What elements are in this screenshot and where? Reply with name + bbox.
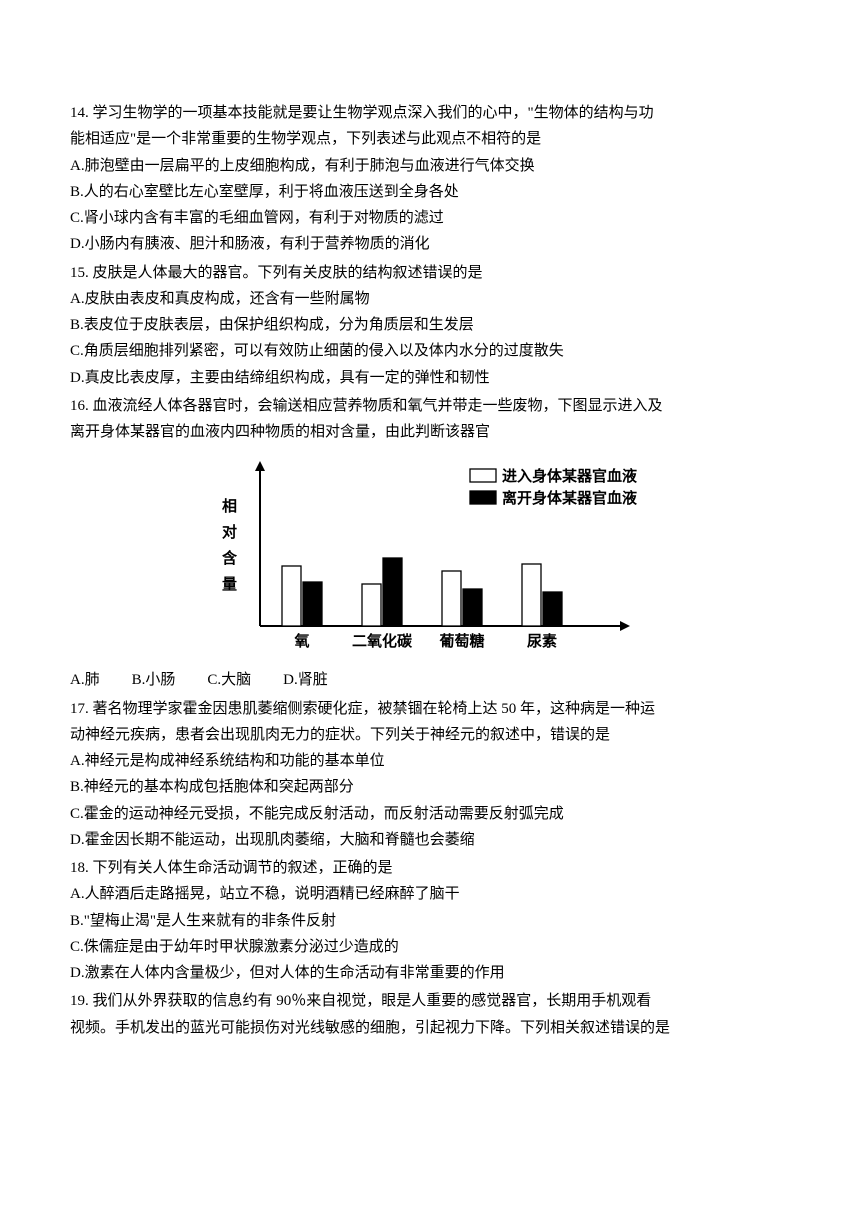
q18-option-c: C.侏儒症是由于幼年时甲状腺激素分泌过少造成的 (70, 934, 790, 960)
svg-text:含: 含 (222, 549, 238, 567)
svg-text:二氧化碳: 二氧化碳 (352, 632, 413, 650)
q14-option-a: A.肺泡壁由一层扁平的上皮细胞构成，有利于肺泡与血液进行气体交换 (70, 153, 790, 179)
svg-text:葡萄糖: 葡萄糖 (438, 632, 484, 650)
q15-option-c: C.角质层细胞排列紧密，可以有效防止细菌的侵入以及体内水分的过度散失 (70, 338, 790, 364)
question-16: 16. 血液流经人体各器官时，会输送相应营养物质和氧气并带走一些废物，下图显示进… (70, 393, 790, 694)
q19-stem-line1: 19. 我们从外界获取的信息约有 90％来自视觉，眼是人重要的感觉器官，长期用手… (70, 988, 790, 1014)
q19-stem-line2: 视频。手机发出的蓝光可能损伤对光线敏感的细胞，引起视力下降。下列相关叙述错误的是 (70, 1015, 790, 1041)
question-17: 17. 著名物理学家霍金因患肌萎缩侧索硬化症，被禁锢在轮椅上达 50 年，这种病… (70, 696, 790, 854)
q16-option-b: B.小肠 (132, 667, 176, 693)
chart-svg: 相对含量氧 二氧化碳 葡萄糖 尿素 进入身体某器官血液离开身体某器官血液 (190, 451, 670, 661)
q17-option-c: C.霍金的运动神经元受损，不能完成反射活动，而反射活动需要反射弧完成 (70, 801, 790, 827)
q16-option-d: D.肾脏 (283, 667, 328, 693)
q17-option-b: B.神经元的基本构成包括胞体和突起两部分 (70, 774, 790, 800)
svg-text:氧: 氧 (293, 632, 309, 650)
q15-option-b: B.表皮位于皮肤表层，由保护组织构成，分为角质层和生发层 (70, 312, 790, 338)
q14-stem-line2: 能相适应"是一个非常重要的生物学观点，下列表述与此观点不相符的是 (70, 126, 790, 152)
question-18: 18. 下列有关人体生命活动调节的叙述，正确的是 A.人醉酒后走路摇晃，站立不稳… (70, 855, 790, 986)
question-15: 15. 皮肤是人体最大的器官。下列有关皮肤的结构叙述错误的是 A.皮肤由表皮和真… (70, 260, 790, 391)
svg-text:相: 相 (222, 497, 237, 515)
q17-stem-line1: 17. 著名物理学家霍金因患肌萎缩侧索硬化症，被禁锢在轮椅上达 50 年，这种病… (70, 696, 790, 722)
q17-option-a: A.神经元是构成神经系统结构和功能的基本单位 (70, 748, 790, 774)
q18-option-d: D.激素在人体内含量极少，但对人体的生命活动有非常重要的作用 (70, 960, 790, 986)
q16-stem-line2: 离开身体某器官的血液内四种物质的相对含量，由此判断该器官 (70, 419, 790, 445)
bar-chart: 相对含量氧 二氧化碳 葡萄糖 尿素 进入身体某器官血液离开身体某器官血液 (190, 451, 670, 661)
svg-text:尿素: 尿素 (527, 632, 557, 650)
q18-option-b: B."望梅止渴"是人生来就有的非条件反射 (70, 908, 790, 934)
q15-stem: 15. 皮肤是人体最大的器官。下列有关皮肤的结构叙述错误的是 (70, 260, 790, 286)
q14-option-b: B.人的右心室壁比左心室壁厚，利于将血液压送到全身各处 (70, 179, 790, 205)
svg-text:离开身体某器官血液: 离开身体某器官血液 (502, 489, 638, 507)
q18-stem: 18. 下列有关人体生命活动调节的叙述，正确的是 (70, 855, 790, 881)
q15-option-a: A.皮肤由表皮和真皮构成，还含有一些附属物 (70, 286, 790, 312)
chart-container: 相对含量氧 二氧化碳 葡萄糖 尿素 进入身体某器官血液离开身体某器官血液 (70, 451, 790, 661)
q16-options: A.肺 B.小肠 C.大脑 D.肾脏 (70, 667, 790, 693)
q14-option-c: C.肾小球内含有丰富的毛细血管网，有利于对物质的滤过 (70, 205, 790, 231)
svg-text:对: 对 (222, 523, 237, 541)
q14-option-d: D.小肠内有胰液、胆汁和肠液，有利于营养物质的消化 (70, 231, 790, 257)
q15-option-d: D.真皮比表皮厚，主要由结缔组织构成，具有一定的弹性和韧性 (70, 365, 790, 391)
q17-option-d: D.霍金因长期不能运动，出现肌肉萎缩，大脑和脊髓也会萎缩 (70, 827, 790, 853)
q17-stem-line2: 动神经元疾病，患者会出现肌肉无力的症状。下列关于神经元的叙述中，错误的是 (70, 722, 790, 748)
q16-option-a: A.肺 (70, 667, 100, 693)
q18-option-a: A.人醉酒后走路摇晃，站立不稳，说明酒精已经麻醉了脑干 (70, 881, 790, 907)
q16-stem-line1: 16. 血液流经人体各器官时，会输送相应营养物质和氧气并带走一些废物，下图显示进… (70, 393, 790, 419)
q16-option-c: C.大脑 (207, 667, 251, 693)
svg-text:进入身体某器官血液: 进入身体某器官血液 (502, 467, 638, 485)
svg-text:量: 量 (222, 576, 237, 593)
q14-stem-line1: 14. 学习生物学的一项基本技能就是要让生物学观点深入我们的心中，"生物体的结构… (70, 100, 790, 126)
question-19: 19. 我们从外界获取的信息约有 90％来自视觉，眼是人重要的感觉器官，长期用手… (70, 988, 790, 1041)
question-14: 14. 学习生物学的一项基本技能就是要让生物学观点深入我们的心中，"生物体的结构… (70, 100, 790, 258)
